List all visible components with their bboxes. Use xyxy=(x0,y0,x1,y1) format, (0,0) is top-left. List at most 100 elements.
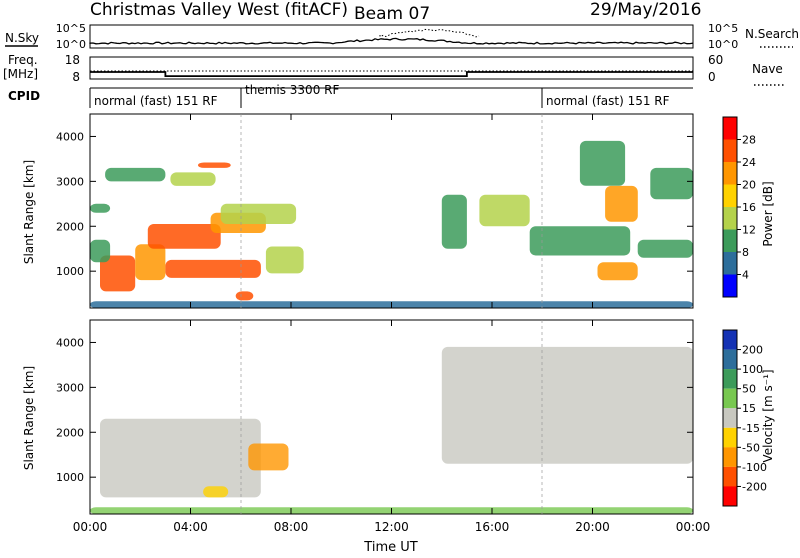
noise-panel: N.Sky 10^5 10^0 10^5 10^0 N.Search xyxy=(5,22,799,51)
nave-label: Nave xyxy=(752,62,783,76)
velocity-colorbar-color-6 xyxy=(723,447,737,467)
power-colorbar-tick-label-5: 8 xyxy=(742,246,749,259)
velocity-echo-data xyxy=(90,346,694,514)
velocity-x-axis: 00:00 04:00 08:00 12:00 16:00 20:00 00:00 xyxy=(73,320,711,534)
power-echo-region-10 xyxy=(220,203,297,224)
velocity-echo-region-0 xyxy=(100,418,261,498)
power-echo-region-6 xyxy=(105,167,166,182)
power-colorbar-color-0 xyxy=(723,117,737,140)
power-colorbar-tick-label-2: 20 xyxy=(742,179,756,192)
power-panel: 4000 3000 2000 1000 Slant Range [km] xyxy=(22,113,694,309)
power-colorbar-color-4 xyxy=(723,207,737,230)
power-echo-data xyxy=(90,140,693,308)
velocity-colorbar-tick-label-4: -15 xyxy=(742,422,760,435)
power-echo-region-5 xyxy=(198,162,231,168)
power-colorbar-color-7 xyxy=(723,274,737,297)
velocity-ytick-label-3: 1000 xyxy=(56,471,84,484)
power-colorbar-color-1 xyxy=(723,139,737,162)
power-echo-region-9 xyxy=(90,239,111,263)
power-colorbar-color-3 xyxy=(723,184,737,207)
power-ytick-label-0: 4000 xyxy=(56,130,84,143)
power-echo-region-8 xyxy=(90,203,111,213)
velocity-colorbar-color-2 xyxy=(723,369,737,389)
velocity-echo-region-1 xyxy=(248,443,289,471)
power-colorbar-color-6 xyxy=(723,252,737,275)
velocity-ytick-label-0: 4000 xyxy=(56,336,84,349)
noise-left-tick-top: 10^5 xyxy=(56,22,86,35)
freq-left-tick-top: 18 xyxy=(65,53,80,67)
power-ytick-label-3: 1000 xyxy=(56,265,84,278)
velocity-colorbar-color-5 xyxy=(723,427,737,448)
power-echo-region-12 xyxy=(235,291,254,301)
cpid-segment-1: normal (fast) 151 RF xyxy=(94,94,218,108)
power-colorbar-label: Power [dB] xyxy=(761,181,775,246)
power-echo-region-15 xyxy=(529,226,631,256)
freq-label-line2: [MHz] xyxy=(3,67,38,81)
power-x-ticks xyxy=(89,114,694,308)
velocity-colorbar-tick-label-6: -100 xyxy=(742,461,767,474)
velocity-ytick-label-1: 3000 xyxy=(56,381,84,394)
power-echo-region-1 xyxy=(135,244,166,281)
noise-left-tick-bottom: 10^0 xyxy=(56,38,86,51)
nave-right-tick-top: 60 xyxy=(708,53,723,67)
power-ylabel: Slant Range [km] xyxy=(22,160,36,264)
power-ytick-label-2: 2000 xyxy=(56,220,84,233)
velocity-y-axis: 4000 3000 2000 1000 xyxy=(56,336,693,484)
noise-right-tick-top: 10^5 xyxy=(708,22,738,35)
power-echo-region-11 xyxy=(265,246,304,274)
power-colorbar-color-5 xyxy=(723,229,737,252)
power-y-axis: 4000 3000 2000 1000 xyxy=(56,130,693,278)
velocity-colorbar-tick-label-3: 15 xyxy=(742,402,756,415)
noise-right-tick-bottom: 10^0 xyxy=(708,38,738,51)
freq-left-tick-bottom: 8 xyxy=(72,70,80,84)
power-echo-region-20 xyxy=(650,167,693,200)
velocity-colorbar-tick-label-7: -200 xyxy=(742,480,767,493)
cpid-label: CPID xyxy=(8,89,40,103)
velocity-xtick-label-2: 08:00 xyxy=(274,520,309,534)
velocity-colorbar-color-7 xyxy=(723,466,737,487)
cpid-segment-3: normal (fast) 151 RF xyxy=(546,94,670,108)
velocity-colorbar-label: Velocity [m s⁻¹] xyxy=(761,369,775,462)
nave-right-tick-bottom: 0 xyxy=(708,70,716,84)
time-axis-label: Time UT xyxy=(363,540,417,554)
velocity-colorbar-color-0 xyxy=(723,330,737,350)
velocity-ylabel: Slant Range [km] xyxy=(22,366,36,470)
power-colorbar-tick-label-0: 28 xyxy=(742,134,756,147)
cpid-segment-2: themis 3300 RF xyxy=(245,83,339,97)
date-label: 29/May/2016 xyxy=(590,0,702,20)
freq-label-line1: Freq. xyxy=(8,53,38,67)
cpid-row: CPID normal (fast) 151 RF themis 3300 RF… xyxy=(8,83,693,108)
velocity-xtick-label-6: 00:00 xyxy=(676,520,711,534)
power-colorbar: 28 24 20 16 12 8 4 Power [dB] xyxy=(722,116,775,298)
velocity-colorbar: 200 100 50 15 -15 -50 -100 -200 Velocity [m s⁻¹… xyxy=(722,329,775,507)
velocity-xtick-label-3: 12:00 xyxy=(374,520,409,534)
power-colorbar-tick-label-6: 4 xyxy=(742,269,749,282)
velocity-colorbar-color-4 xyxy=(723,408,737,428)
velocity-colorbar-tick-label-5: -50 xyxy=(742,441,760,454)
power-echo-region-18 xyxy=(597,262,638,281)
velocity-colorbar-tick-label-0: 200 xyxy=(742,344,763,357)
power-echo-region-3 xyxy=(165,259,261,278)
noise-sky-line xyxy=(89,37,694,45)
velocity-echo-region-2 xyxy=(203,486,229,498)
power-echo-region-19 xyxy=(637,239,693,258)
velocity-xtick-label-0: 00:00 xyxy=(73,520,108,534)
radar-title: Christmas Valley West (fitACF) xyxy=(90,0,348,20)
velocity-colorbar-outline xyxy=(722,329,738,507)
frequency-panel: Freq. [MHz] 18 8 60 0 Nave xyxy=(3,53,786,86)
noise-search-line xyxy=(379,28,480,38)
power-ytick-label-1: 3000 xyxy=(56,175,84,188)
power-colorbar-tick-label-3: 16 xyxy=(742,201,756,214)
power-echo-region-13 xyxy=(441,194,467,249)
power-echo-region-16 xyxy=(579,140,626,186)
power-echo-region-2 xyxy=(147,224,221,249)
velocity-ytick-label-2: 2000 xyxy=(56,426,84,439)
power-echo-region-7 xyxy=(170,172,216,186)
noise-search-label: N.Search xyxy=(745,27,799,41)
power-echo-region-14 xyxy=(479,194,530,227)
velocity-colorbar-tick-label-1: 100 xyxy=(742,363,763,376)
power-echo-region-0 xyxy=(100,255,136,292)
velocity-xtick-label-5: 20:00 xyxy=(575,520,610,534)
velocity-colorbar-color-1 xyxy=(723,349,737,370)
